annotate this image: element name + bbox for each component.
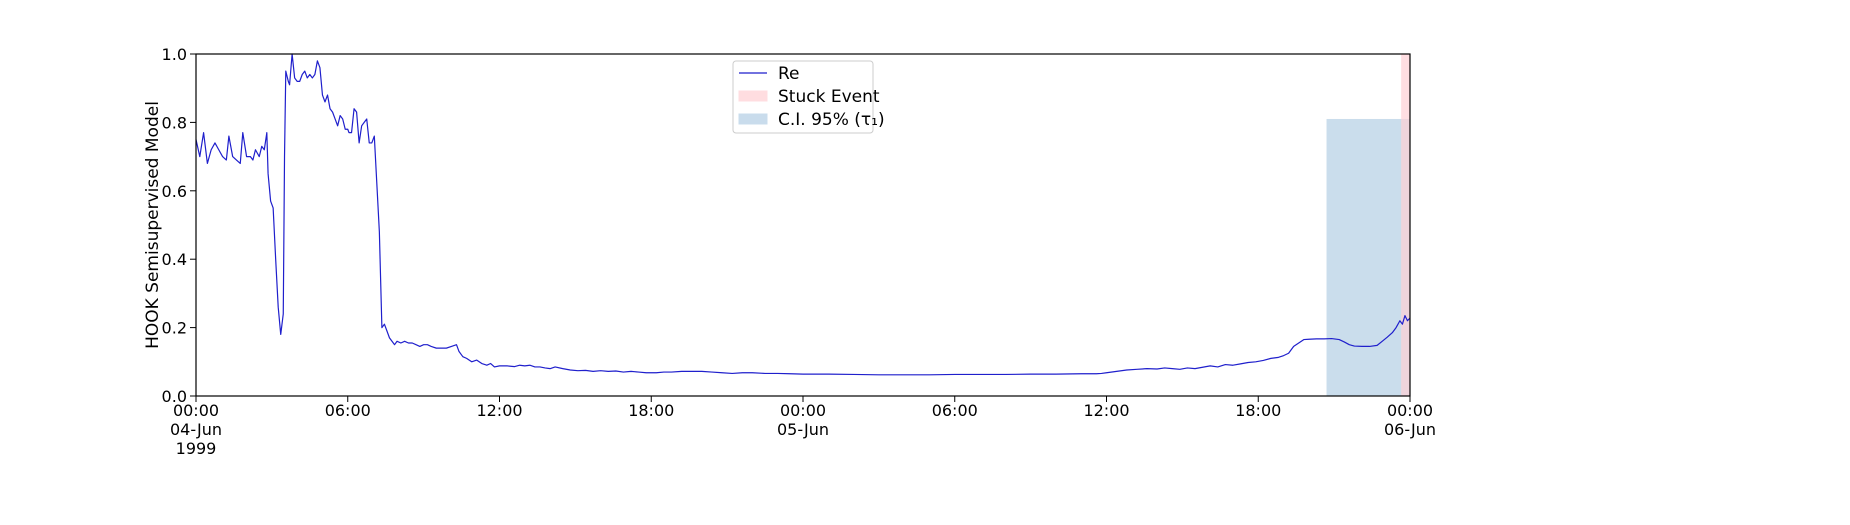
y-axis: 0.0 0.2 0.4 0.6 0.8 1.0 — [162, 45, 196, 406]
y-tick-label: 0.2 — [162, 319, 187, 338]
legend-label: C.I. 95% (τ₁) — [778, 110, 885, 130]
y-tick-label: 0.6 — [162, 182, 187, 201]
ci-95-span — [1326, 118, 1410, 396]
legend-box — [732, 60, 874, 134]
x-tick-label: 18:00 — [1235, 401, 1281, 420]
x-tick-label: 1999 — [176, 439, 217, 458]
legend-label: Re — [778, 64, 800, 84]
legend-swatch-ci — [738, 113, 768, 125]
x-tick-label: 00:00 — [780, 401, 826, 420]
x-tick-label: 00:00 — [173, 401, 219, 420]
legend: Re Stuck Event C.I. 95% (τ₁) — [732, 60, 885, 134]
y-axis-label: HOOK Semisupervised Model — [143, 101, 163, 349]
y-tick-label: 0.4 — [162, 250, 187, 269]
series-layer — [195, 53, 1411, 376]
x-tick-label: 06:00 — [325, 401, 371, 420]
x-tick-label: 12:00 — [476, 401, 522, 420]
y-tick-label: 1.0 — [162, 45, 187, 64]
x-tick-label: 18:00 — [628, 401, 674, 420]
x-tick-label: 06-Jun — [1384, 420, 1436, 439]
x-tick-label: 12:00 — [1083, 401, 1129, 420]
series-line-re — [195, 53, 1411, 376]
x-tick-label: 00:00 — [1387, 401, 1433, 420]
legend-label: Stuck Event — [778, 87, 880, 107]
stuck-event-span — [1401, 54, 1410, 396]
legend-swatch-stuck-event — [738, 90, 768, 102]
x-tick-label: 06:00 — [932, 401, 978, 420]
x-tick-label: 05-Jun — [777, 420, 829, 439]
y-tick-label: 0.0 — [162, 387, 187, 406]
highlight-spans — [1326, 54, 1410, 396]
x-tick-label: 04-Jun — [170, 420, 222, 439]
y-tick-label: 0.8 — [162, 113, 187, 132]
